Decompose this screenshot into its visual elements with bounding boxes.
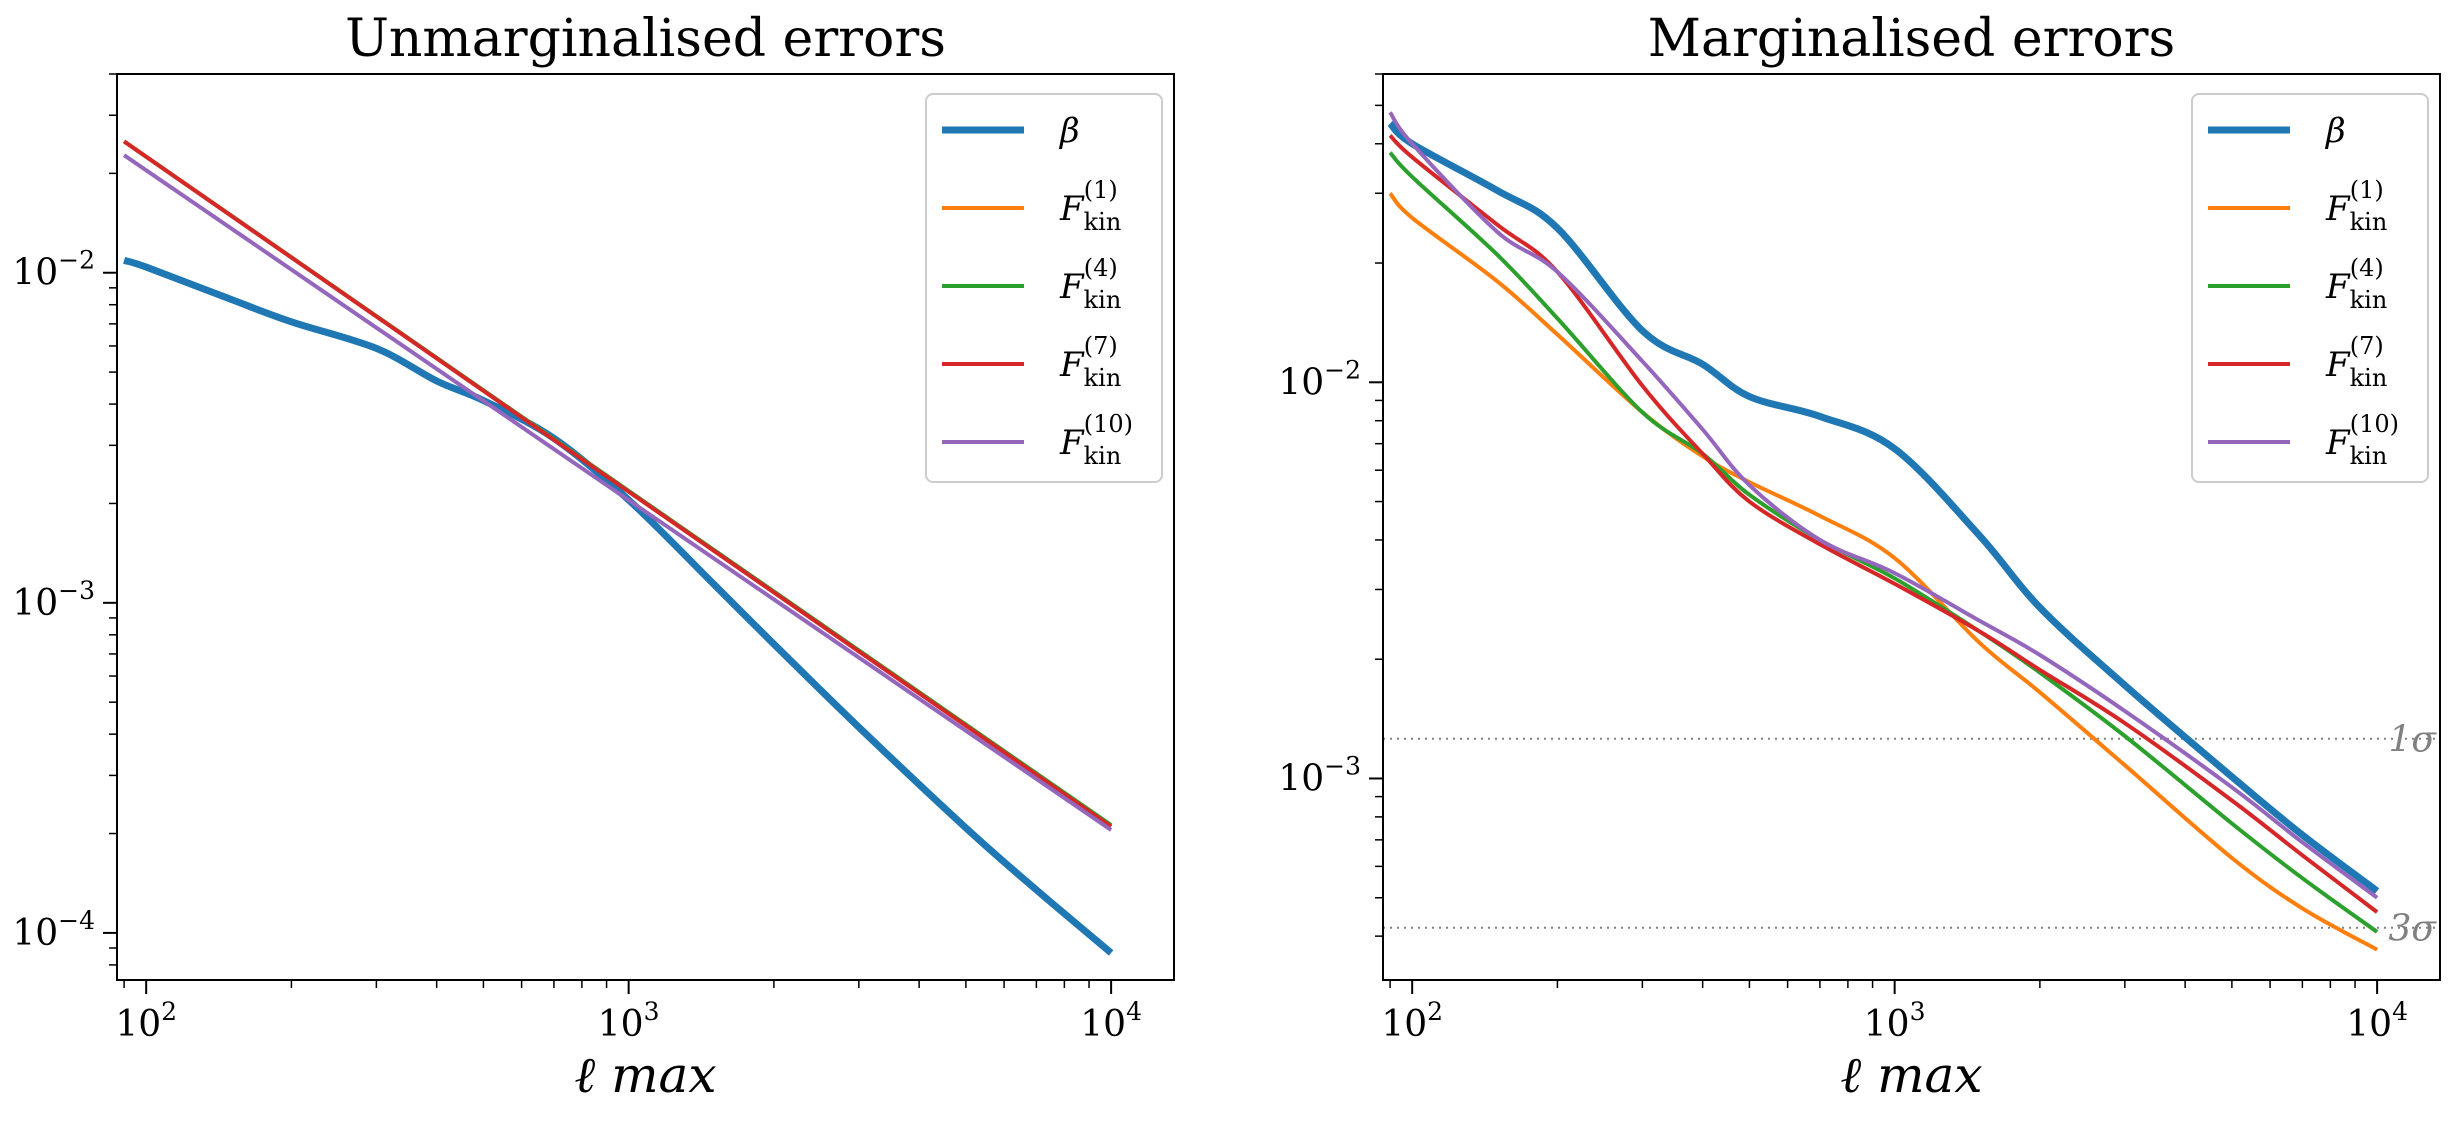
x-tick-label: 102 xyxy=(115,997,177,1045)
legend-label-F1: Fkin(1) xyxy=(2325,176,2387,236)
x-axis-label: ℓ max xyxy=(1840,1046,1982,1104)
legend-box xyxy=(2191,93,2429,483)
series-line-F7 xyxy=(1388,133,2379,914)
legend-label-F7: Fkin(7) xyxy=(1059,332,1121,392)
chart-title: Unmarginalised errors xyxy=(345,9,946,69)
y-tick-label: 10−3 xyxy=(12,576,95,624)
y-tick-label: 10−2 xyxy=(12,246,95,294)
legend-label-F4: Fkin(4) xyxy=(2325,254,2387,314)
x-tick-label: 104 xyxy=(2346,997,2408,1045)
chart-panel-2: Marginalised errors 102 103 104 10−2 10−3 ℓ ma… xyxy=(1278,9,2441,1104)
legend-label-F10: Fkin(10) xyxy=(1059,410,1133,470)
axes-frame xyxy=(1382,73,2441,981)
y-tick-label: 10−3 xyxy=(1278,751,1361,799)
y-tick-label: 10−4 xyxy=(12,906,95,954)
legend: β Fkin(1) Fkin(4) Fkin(7) Fkin(10) xyxy=(2191,93,2429,483)
x-tick-label: 104 xyxy=(1080,997,1142,1045)
legend-box xyxy=(925,93,1163,483)
y-tick-label: 10−2 xyxy=(1278,355,1361,403)
plot-area xyxy=(122,139,1114,956)
legend-label-beta: β xyxy=(1058,111,1080,151)
series-line-F10 xyxy=(1388,111,2379,900)
chart-title: Marginalised errors xyxy=(1648,9,2175,69)
x-axis-label: ℓ max xyxy=(574,1046,716,1104)
legend-label-F10: Fkin(10) xyxy=(2325,410,2399,470)
legend-label-F7: Fkin(7) xyxy=(2325,332,2387,392)
reference-line-label: 3σ xyxy=(2389,909,2438,950)
legend-label-F1: Fkin(1) xyxy=(1059,176,1121,236)
plot-area xyxy=(1383,111,2440,952)
x-tick-label: 103 xyxy=(1864,997,1926,1045)
axes-frame xyxy=(116,73,1175,981)
series-line-F7 xyxy=(122,139,1113,829)
legend-label-F4: Fkin(4) xyxy=(1059,254,1121,314)
series-line-F1 xyxy=(1388,191,2379,952)
series-line-F10 xyxy=(122,153,1113,832)
chart-panel-1: Unmarginalised errors 102 103 104 10−2 10−3 10… xyxy=(12,9,1175,1104)
x-tick-label: 102 xyxy=(1381,997,1443,1045)
reference-line-label: 1σ xyxy=(2389,720,2438,761)
series-line-beta xyxy=(1387,120,2380,894)
x-tick-label: 103 xyxy=(598,997,660,1045)
legend: β Fkin(1) Fkin(4) Fkin(7) Fkin(10) xyxy=(925,93,1163,483)
legend-label-beta: β xyxy=(2324,111,2346,151)
